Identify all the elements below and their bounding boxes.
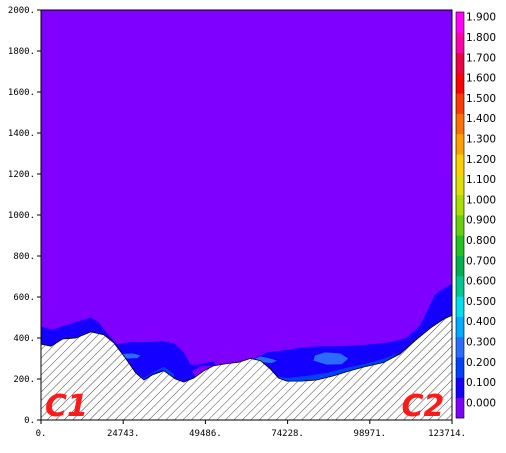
x-tick-label: 49486. xyxy=(189,429,222,439)
y-tick-label: 600. xyxy=(13,293,35,303)
colorbar-label: 0.200 xyxy=(466,357,496,369)
colorbar-swatch xyxy=(456,113,464,135)
colorbar-label: 1.200 xyxy=(466,154,496,166)
colorbar-swatch xyxy=(456,72,464,94)
contour-region-6 xyxy=(313,352,349,365)
y-tick-label: 1400. xyxy=(8,129,35,139)
y-tick-label: 1800. xyxy=(8,47,35,57)
y-tick-label: 800. xyxy=(13,252,35,262)
colorbar-label: 1.100 xyxy=(466,174,496,186)
colorbar: 0.000 0.100 0.200 0.300 0.400 0.500 0.600 0.700… xyxy=(455,11,496,419)
terrain-mask xyxy=(41,314,452,420)
colorbar-label: 1.400 xyxy=(466,113,496,125)
colorbar-label: 0.600 xyxy=(466,276,496,288)
colorbar-swatch xyxy=(456,316,464,338)
colorbar-swatch xyxy=(456,194,464,216)
colorbar-label: 1.800 xyxy=(466,32,496,44)
colorbar-swatch xyxy=(456,235,464,256)
colorbar-label: 1.600 xyxy=(466,73,496,85)
y-axis: 0. 200. 400. 600. 800. 1000. 1200. 1400. 1600. 18… xyxy=(8,6,41,426)
colorbar-label: 1.700 xyxy=(466,52,496,64)
colorbar-swatch xyxy=(456,397,464,419)
colorbar-swatch xyxy=(456,174,464,196)
x-tick-label: 0. xyxy=(36,429,47,439)
colorbar-swatch xyxy=(456,357,464,378)
colorbar-label: 0.900 xyxy=(466,215,496,227)
colorbar-label: 1.500 xyxy=(466,93,496,105)
y-tick-label: 2000. xyxy=(8,6,35,16)
colorbar-label: 0.400 xyxy=(466,316,496,328)
contour-region-2 xyxy=(124,358,174,379)
colorbar-swatch xyxy=(456,336,464,358)
y-tick-label: 1600. xyxy=(8,88,35,98)
x-tick-label: 98971. xyxy=(354,429,387,439)
colorbar-label: 0.500 xyxy=(466,296,496,308)
x-tick-label: 24743. xyxy=(107,429,140,439)
annotation-c1: C1 xyxy=(45,389,88,424)
colorbar-swatch xyxy=(456,255,464,277)
x-tick-label: 74228. xyxy=(271,429,304,439)
contour-region-3 xyxy=(253,352,400,382)
colorbar-swatch xyxy=(456,32,464,53)
colorbar-label: 0.100 xyxy=(466,377,496,389)
annotation-c2: C2 xyxy=(401,389,444,424)
colorbar-label: 1.900 xyxy=(466,12,496,24)
colorbar-label: 0.700 xyxy=(466,255,496,267)
colorbar-label: 0.000 xyxy=(466,397,496,409)
colorbar-swatch xyxy=(456,154,464,175)
y-tick-label: 0. xyxy=(24,416,35,426)
y-tick-label: 1000. xyxy=(8,211,35,221)
y-tick-label: 200. xyxy=(13,375,35,385)
colorbar-swatch xyxy=(456,52,464,74)
colorbar-label: 0.800 xyxy=(466,235,496,247)
annotations: C1 C2 xyxy=(45,389,444,424)
colorbar-swatch xyxy=(456,133,464,155)
colorbar-swatch xyxy=(456,215,464,236)
colorbar-swatch xyxy=(456,275,464,297)
colorbar-label: 0.300 xyxy=(466,336,496,348)
y-tick-label: 1200. xyxy=(8,170,35,180)
colorbar-swatch xyxy=(456,12,464,33)
colorbar-swatch xyxy=(456,296,464,317)
contour-region-1 xyxy=(41,283,452,383)
colorbar-frame xyxy=(455,11,465,419)
colorbar-label: 1.000 xyxy=(466,194,496,206)
x-tick-label: 123714. xyxy=(428,429,466,439)
colorbar-swatch xyxy=(456,93,464,114)
y-tick-label: 400. xyxy=(13,334,35,344)
x-axis: 0. 24743. 49486. 74228. 98971. 123714. xyxy=(36,420,466,439)
colorbar-label: 1.300 xyxy=(466,133,496,145)
colorbar-swatch xyxy=(456,377,464,399)
